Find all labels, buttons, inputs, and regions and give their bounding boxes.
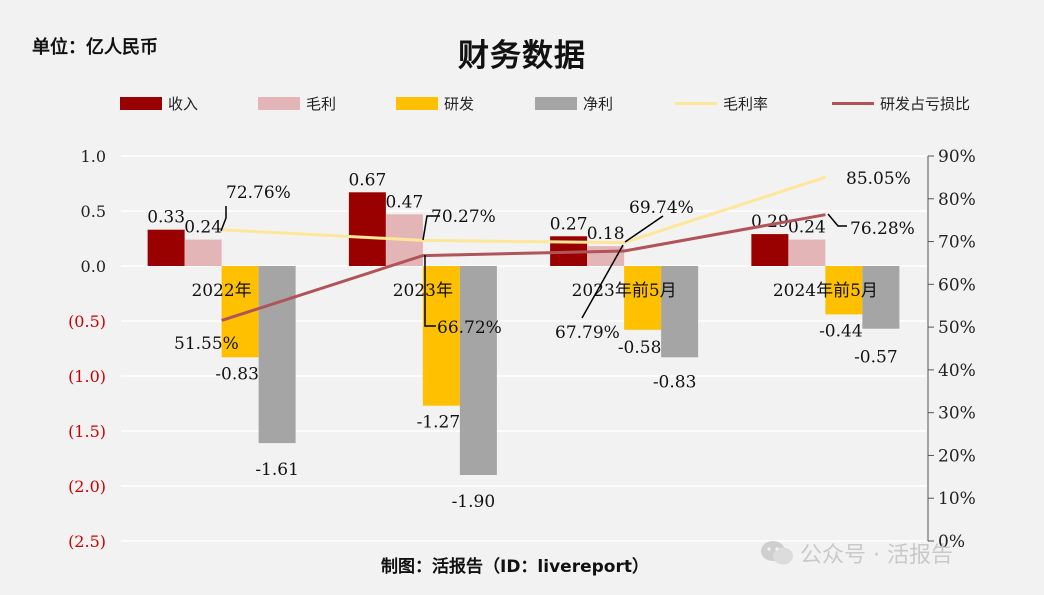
bar-data-label: 0.27 <box>550 214 588 234</box>
left-axis-tick-label: (2.0) <box>68 477 106 496</box>
category-label: 2023年前5月 <box>572 281 677 301</box>
bar-data-label: 0.67 <box>348 170 386 190</box>
right-axis-tick-label: 90% <box>938 147 976 167</box>
left-axis-tick-label: 1.0 <box>81 147 106 166</box>
leader-line <box>827 213 847 227</box>
bar-data-label: 0.24 <box>184 218 222 238</box>
watermark-text: 公众号 · 活报告 <box>800 543 953 568</box>
right-axis-tick-label: 60% <box>938 275 976 295</box>
gross-margin-label: 69.74% <box>629 198 694 218</box>
right-axis-tick-label: 30% <box>938 404 976 424</box>
legend-label-rnd-ratio: 研发占亏损比 <box>880 95 971 113</box>
bar-data-label: -0.83 <box>653 372 697 392</box>
legend-item-rnd: 研发 <box>396 93 474 114</box>
bar-2-3 <box>587 246 625 266</box>
left-axis-tick-label: (2.5) <box>68 532 106 551</box>
leader-line <box>581 244 624 319</box>
legend-item-net-profit: 净利 <box>535 93 613 114</box>
bar-4-1 <box>258 266 296 444</box>
bar-1-2 <box>348 192 386 266</box>
watermark: 公众号 · 活报告 <box>760 537 953 569</box>
bar-2-4 <box>788 239 826 266</box>
right-axis-tick-label: 20% <box>938 446 976 466</box>
legend-item-gross-margin: 毛利率 <box>675 93 768 114</box>
rnd-ratio-label: 66.72% <box>437 318 502 338</box>
bar-4-2 <box>459 266 497 475</box>
category-label: 2023年 <box>393 281 453 301</box>
legend-label-rnd: 研发 <box>444 95 475 113</box>
category-label: 2022年 <box>191 281 251 301</box>
wechat-icon <box>761 541 793 565</box>
bar-data-label: -1.61 <box>255 460 299 480</box>
bar-3-3 <box>624 266 662 330</box>
left-axis-tick-label: 0.0 <box>81 257 106 276</box>
bar-data-label: 0.18 <box>587 224 625 244</box>
gross-margin-label: 72.76% <box>226 183 291 203</box>
bar-data-label: -0.83 <box>215 364 259 384</box>
legend-label-gross-profit: 毛利 <box>306 95 337 113</box>
bar-data-label: -0.44 <box>819 321 863 341</box>
right-axis-tick-label: 80% <box>938 190 976 210</box>
line-series-1 <box>221 175 826 245</box>
bar-data-label: -0.57 <box>854 348 898 368</box>
legend-label-gross-margin: 毛利率 <box>723 95 769 113</box>
rnd-ratio-label: 51.55% <box>174 334 239 354</box>
leader-line <box>220 206 227 232</box>
legend-swatch-rnd-ratio <box>832 102 874 105</box>
leader-line <box>422 215 440 241</box>
bar-4-4 <box>862 266 900 329</box>
bar-data-label: 0.24 <box>788 218 826 238</box>
leader-line <box>624 215 664 243</box>
right-axis-tick-label: 40% <box>938 361 976 381</box>
bar-data-label: 0.47 <box>385 192 423 212</box>
bar-data-label: -1.90 <box>452 492 496 512</box>
legend-swatch-net-profit <box>535 97 577 110</box>
legend-item-rnd-ratio: 研发占亏损比 <box>832 93 970 114</box>
line-series-2 <box>221 213 826 322</box>
left-axis-tick-label: (0.5) <box>68 312 106 331</box>
bar-1-4 <box>751 234 789 266</box>
bar-3-2 <box>422 266 460 406</box>
category-label: 2024年前5月 <box>773 281 878 301</box>
rnd-ratio-label: 67.79% <box>555 323 620 343</box>
bar-4-3 <box>661 266 699 358</box>
legend-label-net-profit: 净利 <box>583 95 614 113</box>
legend-swatch-gross-margin <box>675 102 717 105</box>
left-axis-tick-label: 0.5 <box>81 202 106 221</box>
right-axis-tick-label: 0% <box>938 532 965 552</box>
legend-swatch-rnd <box>396 97 438 110</box>
legend-label-revenue: 收入 <box>168 95 199 113</box>
gross-margin-label: 85.05% <box>846 169 911 189</box>
left-axis-tick-label: (1.5) <box>68 422 106 441</box>
leader-line <box>424 255 436 327</box>
credit-line: 制图：活报告（ID：livereport） <box>381 557 649 577</box>
bar-data-label: -0.58 <box>618 338 662 358</box>
legend-swatch-revenue <box>120 97 162 110</box>
rnd-ratio-label: 76.28% <box>850 219 915 239</box>
right-axis-tick-label: 70% <box>938 233 976 253</box>
bar-2-1 <box>184 239 222 266</box>
bar-3-4 <box>825 266 863 315</box>
bar-1-1 <box>147 229 185 266</box>
legend-swatch-gross-profit <box>258 97 300 110</box>
left-axis-tick-label: (1.0) <box>68 367 106 386</box>
legend-item-gross-profit: 毛利 <box>258 93 336 114</box>
unit-label: 单位：亿人民币 <box>32 37 158 58</box>
gross-margin-label: 70.27% <box>431 207 496 227</box>
chart-title: 财务数据 <box>458 38 586 74</box>
bar-data-label: 0.33 <box>147 208 185 228</box>
right-axis-tick-label: 50% <box>938 318 976 338</box>
bar-data-label: -1.27 <box>417 413 461 433</box>
legend-item-revenue: 收入 <box>120 93 198 114</box>
right-axis-tick-label: 10% <box>938 489 976 509</box>
legend: 收入 毛利 研发 净利 毛利率 研发占亏损比 <box>0 93 1044 115</box>
